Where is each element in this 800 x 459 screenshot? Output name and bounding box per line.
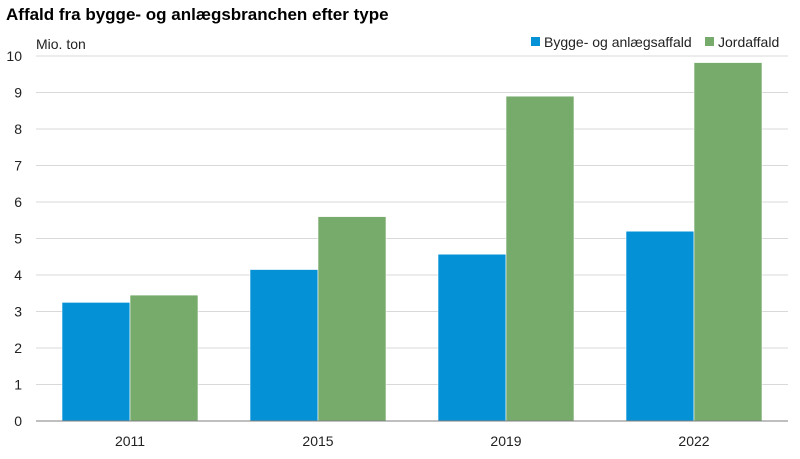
x-tick-label: 2019 bbox=[490, 433, 521, 449]
chart-title: Affald fra bygge- og anlægsbranchen efte… bbox=[6, 5, 389, 24]
x-axis-ticks: 2011 2015 2019 2022 bbox=[115, 433, 710, 449]
y-tick-label: 10 bbox=[6, 48, 22, 64]
y-tick-label: 2 bbox=[14, 340, 22, 356]
bar-bygge-og-anlaegsaffald-2019 bbox=[437, 253, 507, 422]
legend-label: Jordaffald bbox=[718, 34, 779, 50]
y-tick-label: 7 bbox=[14, 158, 22, 174]
legend-label: Bygge- og anlægsaffald bbox=[544, 34, 692, 50]
bar-bygge-og-anlaegsaffald-2022 bbox=[625, 230, 695, 422]
bar-bygge-og-anlaegsaffald-2015 bbox=[249, 269, 319, 422]
legend: Bygge- og anlægsaffald Jordaffald bbox=[531, 34, 779, 50]
y-tick-label: 5 bbox=[14, 231, 22, 247]
y-tick-label: 9 bbox=[14, 85, 22, 101]
bar-jordaffald-2022 bbox=[693, 62, 763, 422]
x-tick-label: 2022 bbox=[678, 433, 709, 449]
legend-swatch bbox=[705, 37, 714, 46]
bar-jordaffald-2015 bbox=[317, 216, 387, 422]
y-axis-ticks: 0 1 2 3 4 5 6 7 8 9 10 bbox=[6, 48, 22, 429]
y-tick-label: 0 bbox=[14, 413, 22, 429]
bar-jordaffald-2019 bbox=[505, 95, 575, 422]
bar-bygge-og-anlaegsaffald-2011 bbox=[61, 302, 131, 422]
bar-jordaffald-2011 bbox=[129, 294, 199, 422]
y-axis-unit-label: Mio. ton bbox=[36, 36, 86, 52]
bars bbox=[61, 62, 763, 422]
y-tick-label: 8 bbox=[14, 121, 22, 137]
y-tick-label: 6 bbox=[14, 194, 22, 210]
x-tick-label: 2015 bbox=[302, 433, 333, 449]
legend-swatch bbox=[531, 37, 540, 46]
x-tick-label: 2011 bbox=[115, 433, 145, 449]
y-tick-label: 1 bbox=[14, 377, 22, 393]
y-tick-label: 4 bbox=[14, 267, 22, 283]
y-tick-label: 3 bbox=[14, 304, 22, 320]
